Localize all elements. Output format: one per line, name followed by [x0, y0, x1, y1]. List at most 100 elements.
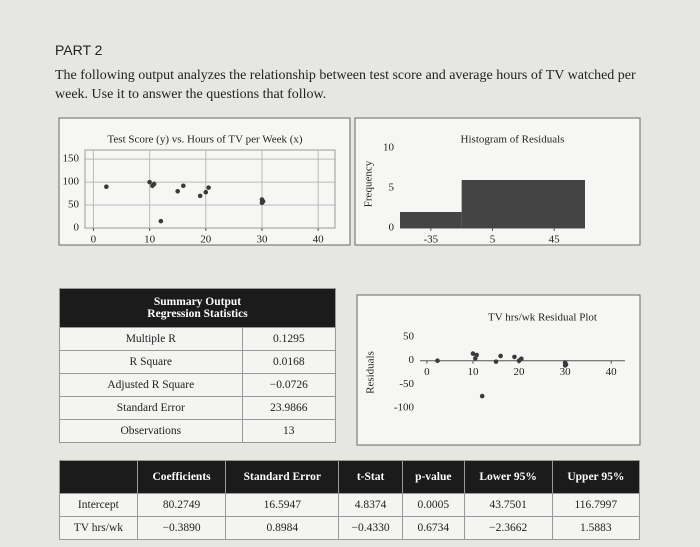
y-tick-label: -100 — [394, 401, 415, 413]
x-tick-label: 0 — [91, 234, 97, 246]
coefficients-cell: −0.3890 — [136, 516, 227, 540]
summary-cell: R Square — [59, 350, 243, 374]
chart-title: TV hrs/wk Residual Plot — [488, 312, 597, 324]
data-point — [493, 359, 499, 364]
coefficients-cell: 80.2749 — [136, 493, 227, 517]
y-tick-label: 0 — [389, 222, 395, 234]
data-point — [470, 351, 476, 356]
y-axis-label: Frequency — [363, 160, 375, 207]
coefficients-cell: 16.5947 — [225, 493, 340, 517]
chart-panel — [356, 294, 641, 446]
y-tick-label: 150 — [63, 153, 80, 165]
coefficients-cell: 0.8984 — [225, 516, 340, 540]
intro-text: The following output analyzes the relati… — [55, 68, 636, 102]
coefficients-cell: Intercept — [59, 493, 138, 517]
data-point — [104, 184, 109, 190]
summary-title: Summary Output Regression Statistics — [59, 288, 336, 328]
coefficients-header: Coefficients Standard Error t-Stat p-value L… — [59, 460, 641, 494]
column-header — [59, 460, 138, 494]
summary-cell: −0.0726 — [241, 373, 337, 397]
data-point — [563, 362, 569, 367]
column-header: Standard Error — [225, 460, 340, 494]
summary-cell: 23.9866 — [241, 396, 337, 420]
summary-cell: 0.1295 — [241, 327, 337, 351]
column-header: Coefficients — [136, 460, 227, 494]
data-point — [435, 358, 440, 363]
data-point — [479, 393, 485, 399]
y-tick-label: 50 — [68, 199, 80, 211]
x-tick-label: 30 — [560, 366, 572, 378]
data-point — [474, 352, 479, 358]
summary-row: Adjusted R Square −0.0726 — [59, 373, 337, 397]
x-tick-label: 10 — [467, 366, 479, 378]
y-tick-label: 5 — [389, 182, 395, 194]
x-tick-label: 20 — [200, 234, 212, 246]
coefficients-row: TV hrs/wk −0.3890 0.8984 −0.4330 0.6734 −2.36… — [59, 516, 641, 540]
y-tick-label: 50 — [403, 331, 415, 343]
summary-row: Standard Error 23.9866 — [59, 396, 337, 420]
data-point — [175, 188, 180, 194]
x-tick-label: 30 — [256, 234, 268, 246]
chart-title: Test Score (y) vs. Hours of TV per Week … — [107, 134, 302, 146]
coefficients-cell: −0.4330 — [338, 516, 403, 540]
y-tick-label: 100 — [63, 176, 80, 188]
coefficients-row: Intercept 80.2749 16.5947 4.8374 0.0005 43.75… — [59, 493, 641, 517]
coefficients-cell: 0.6734 — [401, 516, 465, 540]
y-axis-label: Residuals — [365, 351, 377, 394]
data-point — [260, 199, 266, 204]
x-tick-label: 45 — [549, 234, 561, 246]
column-header: Upper 95% — [551, 460, 641, 494]
y-tick-label: -50 — [399, 378, 414, 390]
column-header: Lower 95% — [463, 460, 553, 494]
data-point — [158, 218, 164, 224]
data-point — [512, 354, 517, 360]
y-tick-label: 0 — [409, 354, 415, 366]
summary-table: Summary Output Regression Statistics Multi… — [59, 288, 337, 443]
x-tick-label: 40 — [606, 366, 618, 378]
coefficients-table: Coefficients Standard Error t-Stat p-value L… — [59, 460, 641, 540]
summary-cell: 13 — [241, 419, 337, 443]
coefficients-cell: TV hrs/wk — [59, 516, 138, 540]
summary-title-text: Summary Output — [153, 296, 242, 308]
summary-cell: Standard Error — [59, 396, 243, 420]
summary-header: Summary Output Regression Statistics — [59, 288, 336, 328]
column-header: p-value — [401, 460, 465, 494]
x-tick-label: 0 — [424, 366, 430, 378]
data-point — [203, 189, 209, 195]
summary-cell: Observations — [59, 419, 243, 443]
summary-cell: 0.0168 — [241, 350, 337, 374]
y-tick-label: 10 — [383, 142, 395, 154]
data-point — [206, 185, 211, 190]
summary-subtitle: Regression Statistics — [147, 308, 248, 320]
plot-frame — [84, 149, 336, 229]
coefficients-cell: 4.8374 — [338, 493, 403, 517]
data-point — [498, 353, 503, 359]
column-header: t-Stat — [338, 460, 403, 494]
x-tick-label: 10 — [144, 234, 156, 246]
coefficients-cell: 0.0005 — [401, 493, 465, 517]
data-point — [197, 193, 203, 199]
y-tick-label: 0 — [74, 222, 80, 234]
x-tick-label: -35 — [423, 234, 438, 246]
summary-row: R Square 0.0168 — [59, 350, 337, 374]
chart-panel — [58, 117, 351, 246]
coefficients-cell: 116.7997 — [551, 493, 641, 517]
summary-row: Multiple R 0.1295 — [59, 327, 337, 351]
coefficients-cell: 1.5883 — [551, 516, 641, 540]
x-tick-label: 20 — [514, 366, 526, 378]
summary-row: Observations 13 — [59, 419, 337, 443]
coefficients-cell: 43.7501 — [463, 493, 553, 517]
histogram-bar — [400, 212, 462, 228]
x-tick-label: 5 — [490, 234, 496, 246]
data-point — [519, 356, 524, 362]
coefficients-cell: −2.3662 — [463, 516, 553, 540]
data-point — [151, 181, 157, 187]
x-tick-label: 40 — [313, 234, 325, 246]
summary-cell: Adjusted R Square — [59, 373, 243, 397]
part-heading: PART 2 — [55, 42, 103, 58]
histogram-bar — [461, 180, 585, 228]
chart-title: Histogram of Residuals — [461, 134, 565, 146]
